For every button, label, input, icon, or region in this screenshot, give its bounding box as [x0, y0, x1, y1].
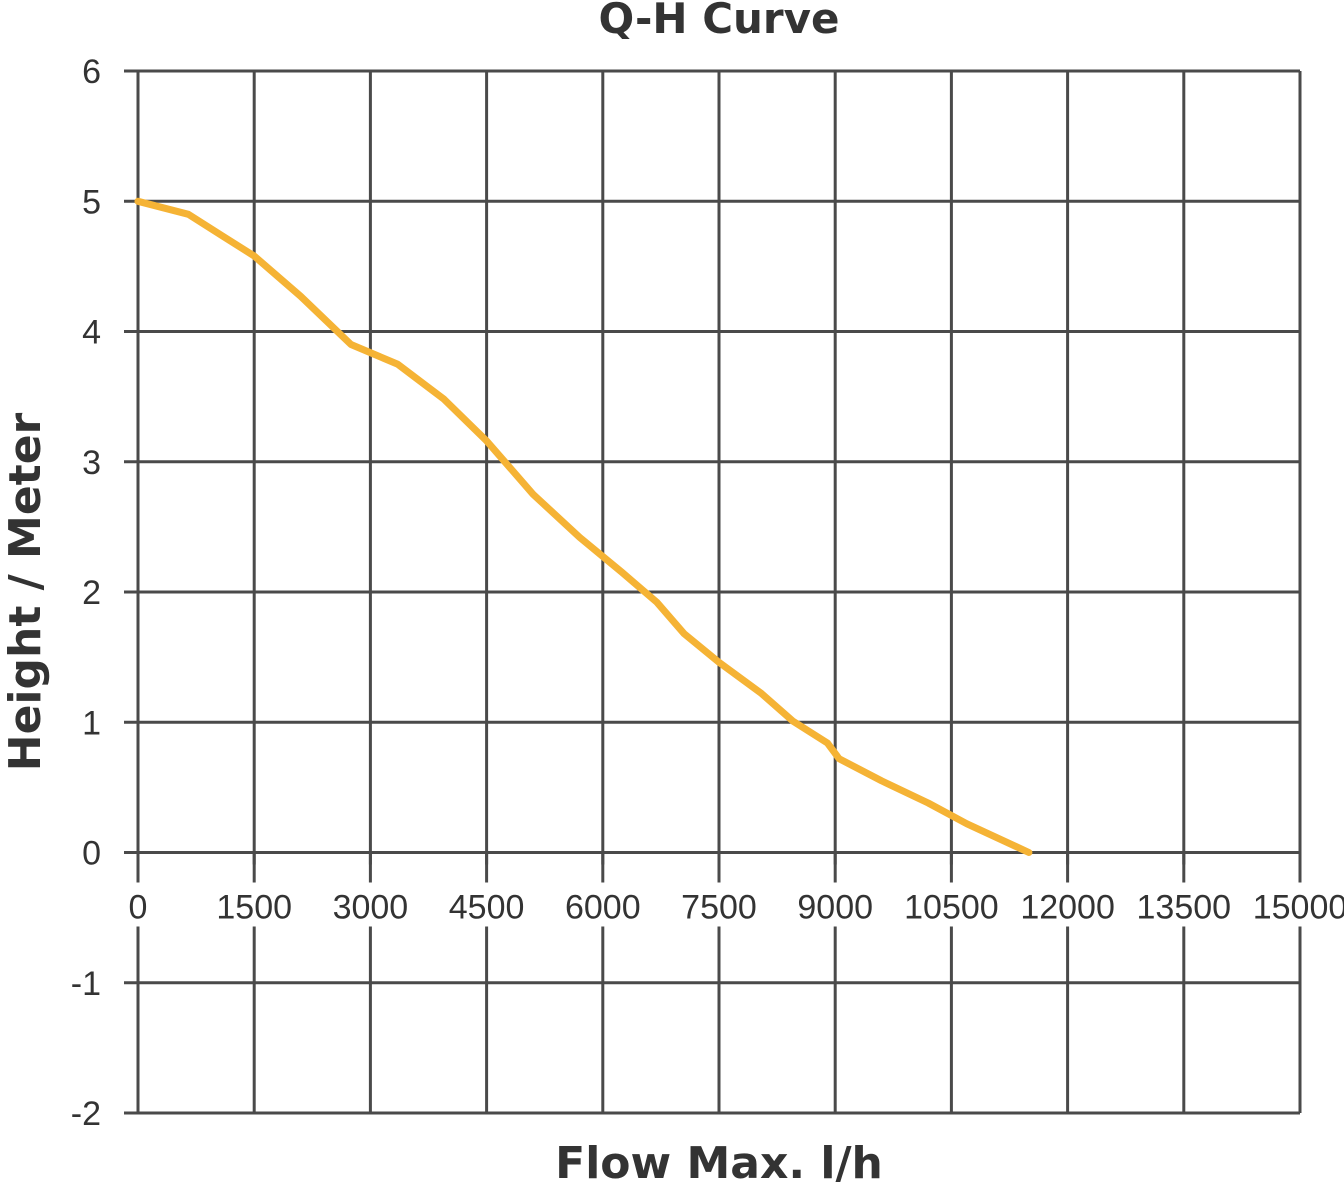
x-tick-label: 7500	[681, 889, 757, 927]
grid	[124, 69, 1302, 1115]
x-tick-label-bg	[1017, 882, 1118, 927]
x-tick-label-bg	[1133, 882, 1235, 927]
x-tick-label: 3000	[333, 889, 409, 927]
x-tick-labels: 0 1500 3000 4500 6000 7500 9000 10500 12000 13500…	[125, 882, 1344, 927]
y-tick-label: -1	[71, 965, 101, 1003]
x-tick-label: 1500	[216, 889, 292, 927]
y-tick-label: -2	[71, 1095, 101, 1133]
x-tick-label-bg	[561, 882, 644, 927]
y-axis-label: Height / Meter	[0, 412, 51, 771]
x-tick-label-bg	[901, 882, 1002, 927]
y-tick-label: 5	[82, 183, 101, 221]
x-tick-label: 0	[129, 889, 148, 927]
x-tick-label-bg	[125, 882, 151, 927]
x-tick-label-bg	[329, 882, 412, 927]
y-tick-label: 3	[82, 444, 101, 482]
x-tick-label: 6000	[565, 889, 641, 927]
y-tick-label: 4	[82, 314, 101, 352]
x-tick-label-bg	[794, 882, 877, 927]
series-layer	[134, 197, 1033, 856]
y-tick-label: 0	[82, 835, 101, 873]
y-tick-label: 2	[82, 574, 101, 612]
x-tick-label-bg	[445, 882, 528, 927]
y-tick-label: 1	[82, 704, 101, 742]
x-tick-label: 9000	[797, 889, 873, 927]
y-tick-label: 6	[82, 53, 101, 91]
x-tick-label: 10500	[904, 889, 999, 927]
x-tick-label: 13500	[1137, 889, 1232, 927]
series-line	[134, 197, 1033, 856]
x-tick-label: 4500	[449, 889, 525, 927]
x-tick-label: 15000	[1253, 889, 1344, 927]
x-tick-label-bg	[213, 882, 296, 927]
x-tick-label-bg	[678, 882, 760, 927]
y-tick-labels: 6 5 4 3 2 1 0 -1 -2	[71, 53, 101, 1133]
x-tick-label-bg	[1249, 882, 1344, 927]
x-axis-label: Flow Max. l/h	[555, 1138, 883, 1182]
chart-title: Q-H Curve	[599, 0, 840, 43]
x-tick-label: 12000	[1020, 889, 1115, 927]
